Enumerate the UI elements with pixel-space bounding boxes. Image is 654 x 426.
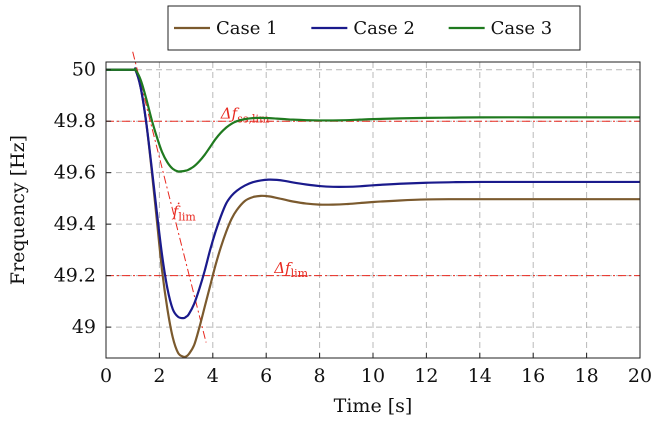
- legend-label-case-3: Case 3: [491, 18, 553, 39]
- legend-box: [167, 5, 581, 51]
- x-axis-title: Time [s]: [334, 395, 413, 417]
- y-tick-label-1: 49.2: [54, 265, 96, 287]
- y-tick-label-5: 50: [72, 59, 96, 81]
- y-tick-label-3: 49.6: [54, 162, 96, 184]
- x-axis-ticks: 0 2 4 6 8 10 12 14 16 18 20: [100, 353, 652, 387]
- series-line-case-2: [105, 67, 640, 320]
- series-line-case-3: [105, 67, 640, 173]
- y-axis-title: Frequency [Hz]: [7, 135, 29, 285]
- reference-label-1: Δflim: [273, 259, 308, 280]
- x-tick-label-3: 6: [260, 365, 272, 387]
- x-tick-label-1: 2: [153, 365, 165, 387]
- legend: Case 1 Case 2 Case 3: [167, 5, 581, 51]
- x-tick-label-6: 12: [414, 365, 438, 387]
- x-tick-label-5: 10: [361, 365, 385, 387]
- x-tick-label-7: 14: [468, 365, 492, 387]
- legend-label-case-1: Case 1: [216, 18, 278, 39]
- reference-line-2: [132, 51, 207, 343]
- x-tick-label-8: 16: [521, 365, 545, 387]
- y-tick-label-2: 49.4: [54, 213, 96, 235]
- y-axis-ticks: 49 49.2 49.4 49.6 49.8 50: [54, 59, 111, 338]
- x-tick-label-10: 20: [628, 365, 652, 387]
- y-tick-label-0: 49: [72, 316, 96, 338]
- reference-label-2: ḟlim: [172, 202, 197, 223]
- reference-label-0: Δfss,lim: [220, 105, 270, 126]
- x-tick-label-9: 18: [575, 365, 599, 387]
- series-lines: [105, 67, 640, 359]
- legend-label-case-2: Case 2: [353, 18, 415, 39]
- series-line-case-1: [105, 67, 640, 359]
- y-tick-label-4: 49.8: [54, 110, 96, 132]
- x-tick-label-0: 0: [100, 365, 112, 387]
- x-tick-label-2: 4: [207, 365, 219, 387]
- x-tick-label-4: 8: [314, 365, 326, 387]
